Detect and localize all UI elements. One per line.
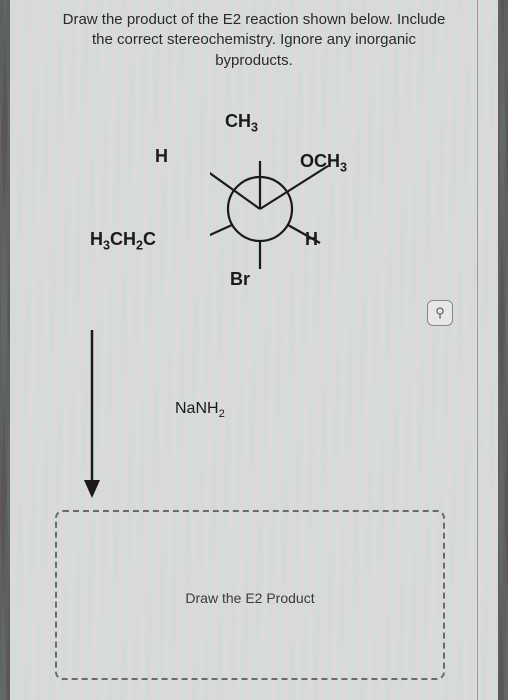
answer-drop-zone[interactable]: Draw the E2 Product <box>55 510 445 680</box>
substituent-upper-left: H <box>155 146 168 167</box>
substituent-top: CH3 <box>225 111 258 135</box>
instruction-line-1: Draw the product of the E2 reaction show… <box>63 11 446 28</box>
newman-projection-svg <box>210 161 330 301</box>
answer-prompt-text: Draw the E2 Product <box>57 590 443 606</box>
instruction-line-3: byproducts. <box>215 52 293 69</box>
instruction-line-2: the correct stereochemistry. Ignore any … <box>92 31 416 48</box>
reagent-label: NaNH2 <box>175 400 225 420</box>
reaction-arrow <box>80 330 110 505</box>
question-instructions: Draw the product of the E2 reaction show… <box>30 10 478 71</box>
newman-projection-diagram: CH3 H OCH3 H3CH2C H Br <box>90 111 478 341</box>
substituent-lower-left: H3CH2C <box>90 229 156 253</box>
